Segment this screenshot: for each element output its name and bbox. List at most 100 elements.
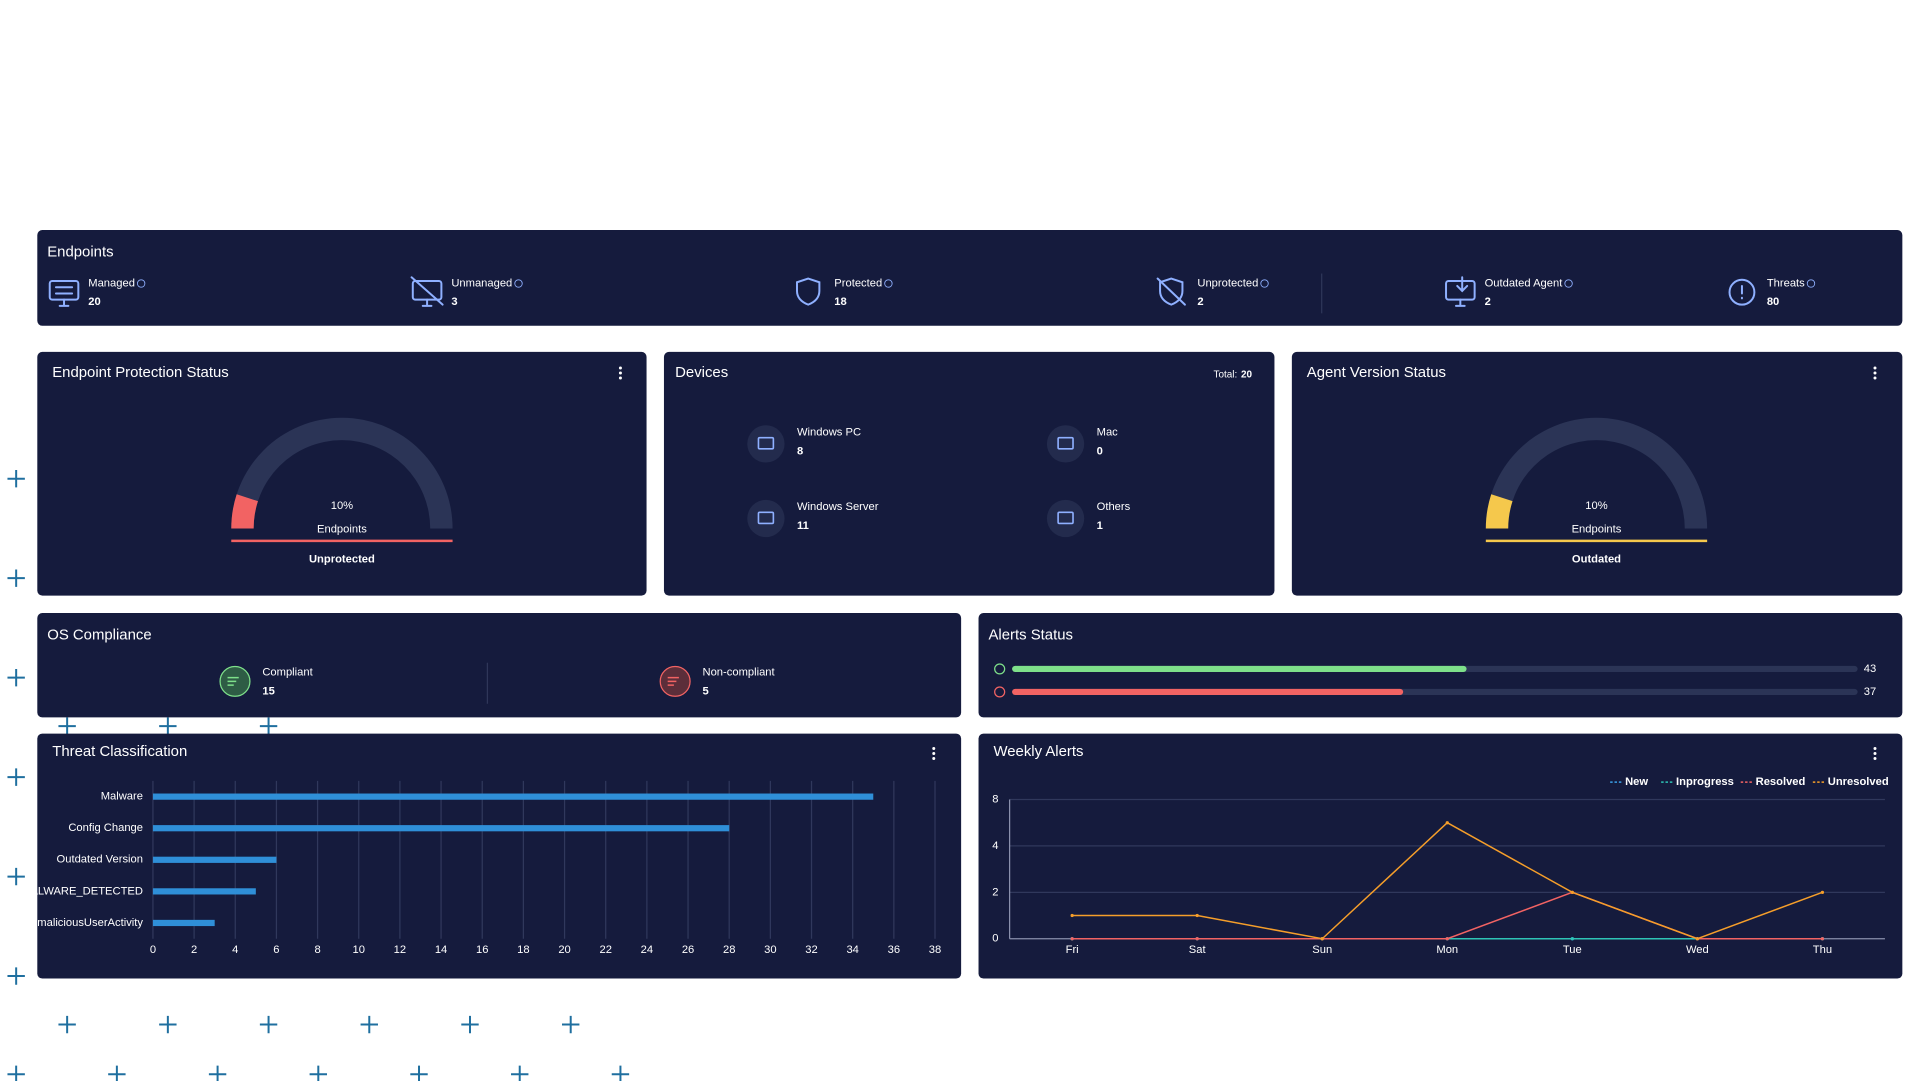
bar bbox=[152, 919, 215, 927]
y-tick-label: Malware bbox=[101, 791, 143, 803]
stat-value: 18 bbox=[834, 296, 846, 308]
threat-panel bbox=[37, 733, 962, 979]
icon-part bbox=[1728, 278, 1756, 306]
point bbox=[1445, 821, 1449, 825]
progress-value: 43 bbox=[1864, 663, 1876, 675]
x-tick-label: 34 bbox=[846, 944, 858, 956]
x-tick-label: 18 bbox=[517, 944, 529, 956]
panel-title: OS Compliance bbox=[47, 626, 151, 643]
x-tick-label: 6 bbox=[273, 944, 279, 956]
devices-total: Total: 20 bbox=[1214, 369, 1253, 380]
device-value: 11 bbox=[797, 520, 809, 532]
panel-title: Weekly Alerts bbox=[993, 743, 1083, 760]
gauge-status: Outdated bbox=[1572, 553, 1621, 565]
point bbox=[1570, 937, 1574, 941]
progress-bar bbox=[1012, 688, 1404, 696]
x-tick-label: Sun bbox=[1312, 944, 1332, 956]
y-tick-label: 2 bbox=[992, 886, 998, 898]
legend-label: Unresolved bbox=[1828, 776, 1889, 788]
device-icon-bg bbox=[747, 499, 785, 538]
device-value: 0 bbox=[1097, 445, 1103, 457]
icon-part bbox=[796, 277, 821, 306]
x-tick-label: Mon bbox=[1436, 944, 1458, 956]
x-tick-label: 8 bbox=[314, 944, 320, 956]
x-tick-label: 16 bbox=[476, 944, 488, 956]
y-tick-label: 8 bbox=[992, 793, 998, 805]
device-icon bbox=[1057, 511, 1074, 525]
x-tick-label: 28 bbox=[723, 944, 735, 956]
stat-value: 3 bbox=[451, 296, 457, 308]
y-tick-label: 0 bbox=[992, 933, 998, 945]
gauge-track bbox=[1485, 417, 1708, 529]
icon-part bbox=[1456, 276, 1469, 293]
icon-part bbox=[1159, 277, 1184, 306]
bar bbox=[152, 825, 730, 832]
bar bbox=[152, 793, 874, 800]
total-label: Total: bbox=[1214, 369, 1238, 380]
device-label: Windows PC bbox=[797, 427, 861, 439]
compliance-icon-lines bbox=[227, 676, 239, 686]
icon-part bbox=[421, 298, 433, 307]
weekly-panel bbox=[978, 733, 1903, 979]
stat-label: Outdated Agent bbox=[1485, 277, 1564, 289]
gauge-status: Unprotected bbox=[309, 553, 375, 565]
legend-label: New bbox=[1625, 776, 1648, 788]
panel-title: Alerts Status bbox=[988, 626, 1073, 643]
point bbox=[1695, 937, 1699, 941]
gauge-value: 10% bbox=[1585, 500, 1607, 512]
bar bbox=[152, 856, 277, 863]
x-tick-label: Thu bbox=[1813, 944, 1832, 956]
x-tick-label: 12 bbox=[394, 944, 406, 956]
icon bbox=[1445, 276, 1476, 307]
stat-label: Threats bbox=[1767, 277, 1805, 289]
status-icon bbox=[994, 686, 1006, 698]
x-tick-label: Fri bbox=[1066, 944, 1079, 956]
icon-part bbox=[1454, 298, 1466, 307]
icon bbox=[796, 277, 821, 306]
point bbox=[1195, 913, 1199, 918]
point bbox=[1070, 937, 1074, 941]
agent-panel bbox=[1291, 351, 1903, 596]
info-icon bbox=[1260, 279, 1269, 288]
total-value: 20 bbox=[1241, 369, 1253, 380]
compliance-label: Non-compliant bbox=[703, 667, 776, 679]
point bbox=[1445, 937, 1449, 941]
gauge-unit: Endpoints bbox=[317, 524, 367, 536]
protection-panel bbox=[37, 351, 647, 596]
icon-part bbox=[1156, 277, 1186, 306]
alerts-panel bbox=[978, 612, 1903, 718]
stat-label: Unprotected bbox=[1197, 277, 1258, 289]
device-icon-bg bbox=[747, 425, 785, 463]
menu-icons[interactable] bbox=[618, 366, 1877, 760]
x-tick-label: Sat bbox=[1189, 944, 1207, 956]
gauge-unit: Endpoints bbox=[1572, 524, 1622, 536]
bar bbox=[152, 888, 256, 895]
x-tick-label: 4 bbox=[232, 944, 238, 956]
point bbox=[1820, 937, 1825, 941]
point bbox=[1070, 913, 1074, 918]
y-tick-label: Config Change bbox=[68, 822, 143, 834]
y-tick-label: 4 bbox=[992, 840, 998, 852]
x-tick-label: 14 bbox=[435, 944, 447, 956]
x-tick-label: 38 bbox=[929, 944, 941, 956]
endpoints-panel bbox=[37, 230, 1903, 326]
x-tick-label: 10 bbox=[353, 944, 365, 956]
gauge-track bbox=[231, 417, 453, 529]
device-label: Others bbox=[1097, 501, 1131, 513]
info-icon bbox=[1806, 279, 1816, 288]
device-value: 1 bbox=[1097, 520, 1103, 532]
stat-value: 2 bbox=[1197, 296, 1203, 308]
panel-title: Endpoints bbox=[47, 243, 113, 260]
x-tick-label: 2 bbox=[191, 944, 197, 956]
stat-value: 2 bbox=[1485, 296, 1491, 308]
x-tick-label: 20 bbox=[558, 944, 570, 956]
x-tick-label: 24 bbox=[641, 944, 653, 956]
device-icon-bg bbox=[1046, 425, 1085, 463]
icon bbox=[48, 280, 80, 307]
compliance-label: Compliant bbox=[262, 667, 313, 679]
icon-part bbox=[58, 298, 70, 307]
y-tick-label: Outdated Version bbox=[57, 854, 143, 866]
compliance-value: 5 bbox=[703, 685, 709, 697]
